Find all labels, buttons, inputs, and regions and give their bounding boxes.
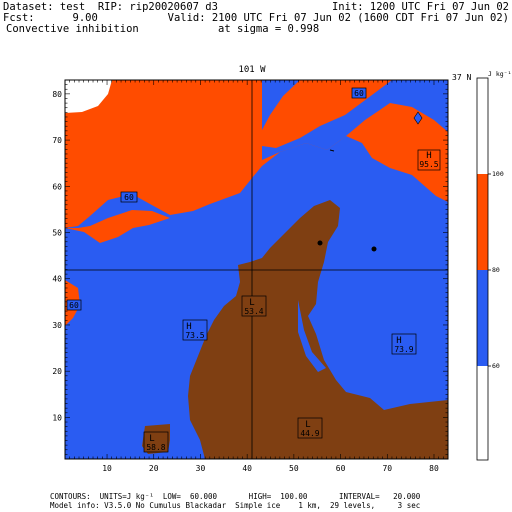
colorbar-band-above-100	[477, 78, 488, 174]
blue-diamond-feature	[413, 111, 423, 125]
colorbar-tick-label: 60	[492, 362, 500, 370]
colorbar-band-60-80	[477, 270, 488, 366]
colorbar-tick-label: 100	[492, 170, 504, 178]
svg-text:60: 60	[69, 301, 79, 310]
colorbar-tick-label: 80	[492, 266, 500, 274]
model-info: Model info: V3.5.0 No Cumulus Blackadar …	[50, 501, 421, 510]
svg-text:H: H	[186, 322, 191, 332]
y-tick-label: 30	[52, 321, 62, 330]
contours-info: CONTOURS: UNITS=J kg⁻¹ LOW= 60.000 HIGH=…	[50, 492, 421, 501]
low-marker: L 53.4	[241, 295, 267, 317]
point-marker	[317, 240, 323, 246]
x-tick-label: 30	[196, 464, 206, 473]
svg-text:L: L	[149, 434, 154, 444]
y-tick-label: 80	[52, 90, 62, 99]
high-marker: H 73.9	[391, 333, 417, 355]
init-time-label: Init: 1200 UTC Fri 07 Jun 02	[331, 1, 509, 13]
y-tick-label: 40	[52, 275, 62, 284]
contour-fill-area	[65, 80, 448, 459]
y-tick-label: 10	[52, 413, 62, 422]
svg-text:60: 60	[124, 193, 134, 202]
svg-text:53.4: 53.4	[244, 307, 263, 316]
svg-text:60: 60	[354, 89, 364, 98]
fill-band-mid-north	[262, 80, 448, 160]
dataset-label: Dataset: test RIP: rip20020607 d3	[3, 1, 218, 13]
low-marker: L 44.9	[297, 417, 323, 439]
y-tick-label: 20	[52, 367, 62, 376]
contour-label: 60	[351, 87, 367, 99]
svg-text:H: H	[426, 151, 431, 161]
sigma-level-label: at sigma = 0.998	[218, 23, 320, 35]
svg-text:L: L	[305, 420, 310, 430]
field-name-label: Convective inhibition	[6, 23, 139, 35]
fill-band-mid-notch	[298, 300, 326, 372]
contour-label: 60	[120, 191, 138, 203]
colorbar: 100 80 60 J kg⁻¹	[476, 70, 511, 461]
valid-time-label: Valid: 2100 UTC Fri 07 Jun 02 (1600 CDT …	[167, 12, 509, 24]
x-tick-label: 80	[429, 464, 439, 473]
x-tick-label: 60	[336, 464, 346, 473]
meridian-label: 101 W	[238, 65, 266, 75]
y-tick-label: 70	[52, 136, 62, 145]
colorbar-band-80-100	[477, 174, 488, 270]
fill-band-low	[188, 200, 448, 459]
svg-text:L: L	[249, 298, 254, 308]
high-marker: H 73.5	[182, 319, 208, 341]
x-tick-label: 50	[289, 464, 299, 473]
low-marker: L 58.8	[143, 431, 169, 453]
colorbar-band-below-60	[477, 366, 488, 460]
svg-text:58.8: 58.8	[146, 443, 165, 452]
fill-band-high-west	[65, 210, 170, 243]
svg-text:95.5: 95.5	[419, 160, 438, 169]
colorbar-units: J kg⁻¹	[488, 70, 511, 78]
y-tick-label: 60	[52, 182, 62, 191]
svg-text:73.9: 73.9	[394, 345, 413, 354]
svg-text:73.5: 73.5	[185, 331, 204, 340]
y-tick-label: 50	[52, 229, 62, 238]
x-tick-label: 40	[242, 464, 252, 473]
x-tick-label: 10	[102, 464, 112, 473]
high-marker: H 95.5	[417, 149, 441, 171]
svg-text:H: H	[396, 336, 401, 346]
parallel-label: 37 N	[452, 73, 471, 82]
x-tick-label: 70	[382, 464, 392, 473]
x-tick-label: 20	[149, 464, 159, 473]
point-marker	[371, 246, 377, 252]
axis-ticks: 10 20 30 40 50 60 70 80 10 20 30 40 50 60 70 80	[52, 80, 448, 473]
contour-label: 60	[66, 299, 82, 311]
fill-band-above-100	[65, 80, 112, 113]
svg-text:44.9: 44.9	[300, 429, 319, 438]
forecast-hour-label: Fcst: 9.00	[3, 12, 98, 24]
